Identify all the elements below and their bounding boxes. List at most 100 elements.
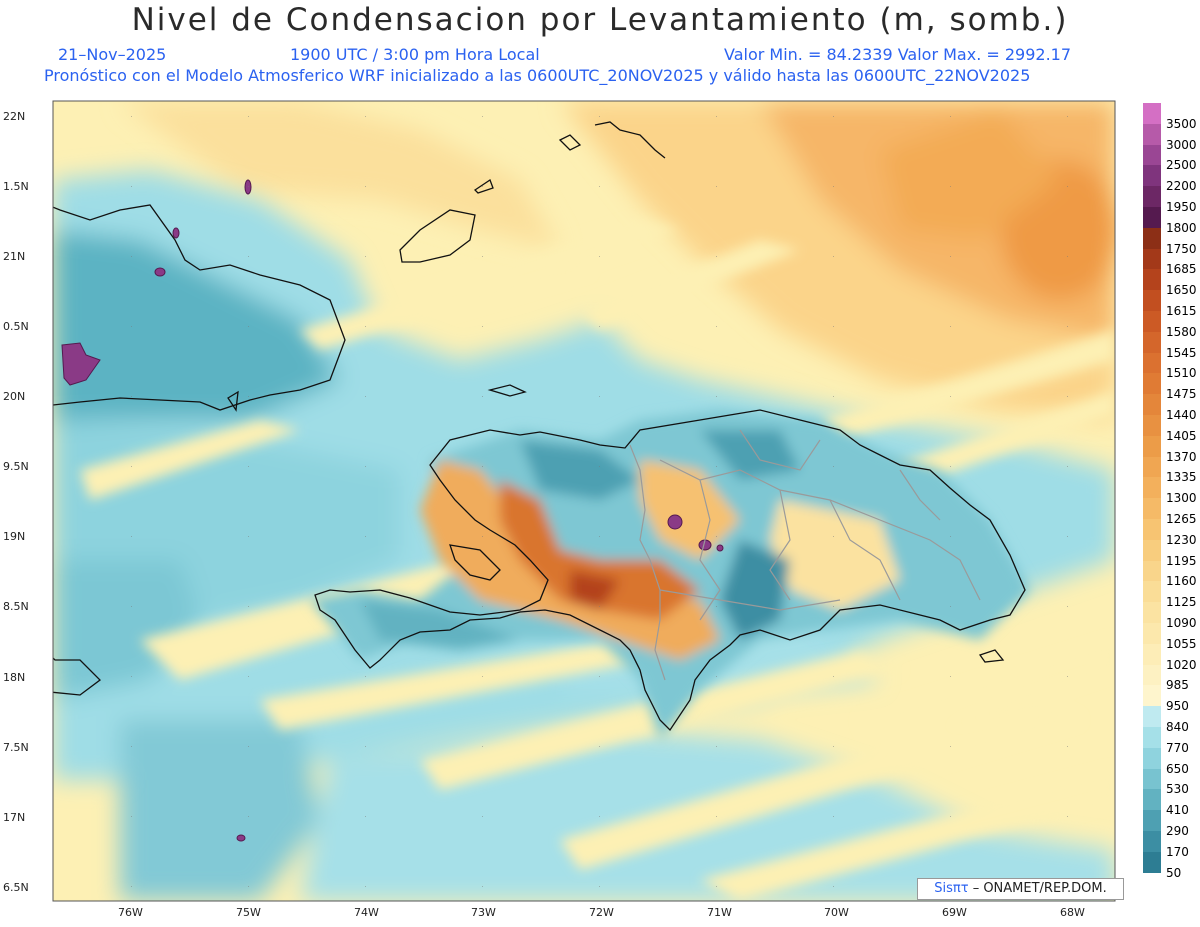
color-bar-cell	[1143, 373, 1161, 395]
lon-label: 74W	[354, 906, 379, 919]
lat-label: 7.5N	[3, 741, 29, 754]
color-bar-cell	[1143, 602, 1161, 624]
color-bar-cell	[1143, 727, 1161, 749]
credit-text: – ONAMET/REP.DOM.	[968, 881, 1107, 896]
color-bar-cell	[1143, 331, 1161, 354]
color-bar-cell	[1143, 851, 1161, 874]
lon-label: 69W	[942, 906, 967, 919]
color-bar-label: 1230	[1166, 532, 1197, 547]
color-bar-cell	[1143, 103, 1161, 125]
color-bar-label: 840	[1166, 720, 1189, 734]
color-bar-label: 1650	[1166, 283, 1197, 298]
color-bar-cell	[1143, 706, 1161, 728]
color-bar-label: 1300	[1166, 491, 1197, 506]
color-bar-cell	[1143, 144, 1161, 166]
color-bar-cell	[1143, 519, 1161, 541]
color-bar-label: 1195	[1166, 553, 1197, 568]
color-bar-label: 1510	[1166, 366, 1197, 381]
color-bar-cell	[1143, 394, 1161, 416]
color-bar-label: 770	[1166, 740, 1189, 755]
color-bar-cell	[1143, 581, 1161, 603]
color-bar-cell	[1143, 664, 1161, 686]
lat-label: 0.5N	[3, 320, 29, 333]
color-bar-cell	[1143, 248, 1161, 270]
color-bar-label: 650	[1166, 761, 1189, 776]
forecast-time: 1900 UTC / 3:00 pm Hora Local	[290, 45, 540, 64]
color-bar-cell	[1143, 207, 1161, 229]
color-bar-label: 3000	[1166, 137, 1197, 152]
color-bar-cell	[1143, 186, 1161, 208]
color-bar-label: 1160	[1166, 574, 1197, 589]
forecast-date: 21–Nov–2025	[58, 45, 167, 64]
color-bar-cell	[1143, 352, 1161, 374]
lon-label: 73W	[471, 906, 496, 919]
color-bar-label: 1950	[1166, 200, 1197, 214]
color-bar-label: 1055	[1166, 636, 1197, 651]
color-bar-label: 950	[1166, 699, 1189, 714]
color-bar-cell	[1143, 290, 1161, 312]
color-bar-cell	[1143, 539, 1161, 562]
color-bar-cell	[1143, 747, 1161, 770]
color-bar-cell	[1143, 810, 1161, 832]
sispt-logo: Sisπτ	[934, 881, 969, 896]
color-bar-label: 170	[1166, 844, 1189, 859]
lon-label: 70W	[824, 906, 849, 919]
color-bar-cell	[1143, 456, 1161, 478]
weather-map	[52, 100, 1116, 902]
color-bar-label: 1370	[1166, 449, 1197, 464]
color-bar-cell	[1143, 768, 1161, 790]
color-bar-cell	[1143, 415, 1161, 437]
lon-label: 72W	[589, 906, 614, 919]
credit-box: Sisπτ – ONAMET/REP.DOM.	[917, 878, 1124, 900]
lat-label: 19N	[3, 530, 26, 543]
color-bar-cell	[1143, 789, 1161, 811]
color-bar-label: 1440	[1166, 408, 1197, 422]
color-bar-label: 1265	[1166, 512, 1197, 526]
lat-label: 1.5N	[3, 180, 29, 193]
color-bar-label: 2200	[1166, 179, 1197, 194]
map-title: Nivel de Condensacion por Levantamiento …	[131, 2, 1069, 38]
lat-label: 21N	[3, 250, 26, 263]
color-bar-label: 1580	[1166, 324, 1197, 339]
lat-label: 17N	[3, 811, 26, 824]
color-bar-label: 1750	[1166, 241, 1197, 256]
color-bar	[1143, 103, 1161, 903]
color-bar-label: 1125	[1166, 595, 1197, 610]
min-max-values: Valor Min. = 84.2339 Valor Max. = 2992.1…	[724, 45, 1072, 64]
color-bar-cell	[1143, 435, 1161, 458]
lon-label: 71W	[707, 906, 732, 919]
color-bar-label: 3500	[1166, 116, 1197, 131]
color-bar-label: 50	[1166, 865, 1182, 880]
lon-label: 76W	[118, 906, 143, 919]
color-bar-cell	[1143, 477, 1161, 499]
color-bar-label: 1090	[1166, 616, 1197, 630]
color-bar-cell	[1143, 123, 1161, 146]
map-panel: 22N 1.5N 21N 0.5N 20N 9.5N 19N 8.5N 18N …	[0, 96, 1200, 927]
color-bar-label: 2500	[1166, 158, 1197, 173]
color-bar-label: 1405	[1166, 428, 1197, 443]
lon-label: 75W	[236, 906, 261, 919]
lat-label: 20N	[3, 390, 26, 403]
lat-label: 9.5N	[3, 460, 29, 473]
color-bar-cell	[1143, 623, 1161, 645]
lcl-field	[53, 101, 1115, 901]
lat-label: 18N	[3, 671, 26, 684]
lat-label: 6.5N	[3, 881, 29, 894]
lat-label: 8.5N	[3, 600, 29, 613]
color-bar-label: 1615	[1166, 304, 1197, 318]
color-bar-label: 1545	[1166, 345, 1197, 360]
color-bar-label: 1335	[1166, 470, 1197, 485]
color-bar-label: 1800	[1166, 220, 1197, 235]
color-bar-cell	[1143, 227, 1161, 250]
model-subtitle: Pronóstico con el Modelo Atmosferico WRF…	[44, 66, 1031, 85]
color-bar-cell	[1143, 269, 1161, 291]
color-bar-cell	[1143, 498, 1161, 520]
color-bar-cell	[1143, 643, 1161, 666]
color-bar-label: 1020	[1166, 657, 1197, 672]
color-bar-label: 1685	[1166, 262, 1197, 277]
color-bar-cell	[1143, 311, 1161, 333]
color-bar-label: 1475	[1166, 387, 1197, 402]
color-bar-label: 530	[1166, 782, 1189, 797]
color-bar-cell	[1143, 831, 1161, 853]
color-bar-label: 290	[1166, 824, 1189, 838]
